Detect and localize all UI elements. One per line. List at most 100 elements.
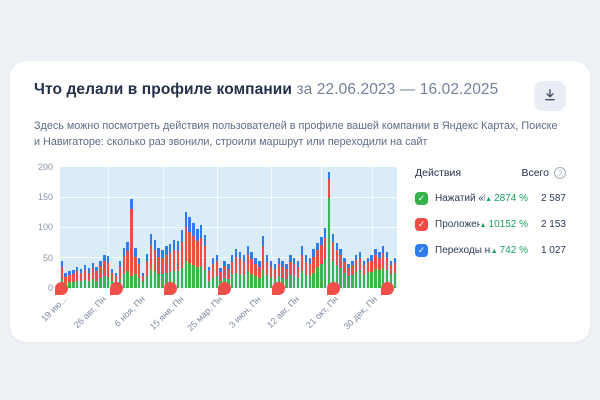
- stacked-bar[interactable]: [157, 248, 160, 289]
- stacked-bar[interactable]: [203, 235, 207, 289]
- stacked-bar[interactable]: [308, 258, 311, 289]
- stacked-bar[interactable]: [327, 172, 331, 289]
- stacked-bar[interactable]: [374, 249, 377, 289]
- stacked-bar[interactable]: [289, 255, 292, 289]
- stacked-bar[interactable]: [107, 256, 110, 289]
- stacked-bar[interactable]: [72, 270, 75, 289]
- stacked-bar[interactable]: [258, 261, 261, 289]
- bar-segment: [107, 256, 110, 263]
- stacked-bar[interactable]: [122, 248, 125, 289]
- bar-segment: [192, 223, 195, 237]
- stacked-bar[interactable]: [366, 258, 369, 289]
- event-balloon-marker[interactable]: [380, 282, 394, 296]
- stacked-bar[interactable]: [347, 264, 350, 289]
- bar-segment: [161, 274, 164, 289]
- stacked-bar[interactable]: [331, 233, 335, 289]
- stacked-bar[interactable]: [130, 199, 133, 289]
- stacked-bar[interactable]: [172, 240, 176, 289]
- stacked-bar[interactable]: [211, 258, 215, 289]
- stacked-bar[interactable]: [231, 255, 234, 289]
- stacked-bar[interactable]: [215, 254, 218, 289]
- stacked-bar[interactable]: [76, 267, 79, 289]
- stacked-bar[interactable]: [269, 261, 273, 289]
- stacked-bar[interactable]: [285, 264, 288, 289]
- stacked-bar[interactable]: [165, 246, 168, 289]
- stacked-bar[interactable]: [316, 243, 319, 289]
- stacked-bar[interactable]: [370, 255, 373, 289]
- stacked-bar[interactable]: [95, 266, 98, 289]
- stacked-bar[interactable]: [300, 246, 304, 289]
- stacked-bar[interactable]: [207, 266, 211, 289]
- event-balloon-marker[interactable]: [55, 282, 69, 296]
- stacked-bar[interactable]: [145, 253, 149, 289]
- stacked-bar[interactable]: [68, 271, 71, 289]
- stacked-bar[interactable]: [254, 258, 257, 289]
- bar-segment: [219, 267, 222, 273]
- stacked-bar[interactable]: [99, 260, 102, 289]
- stacked-bar[interactable]: [324, 227, 327, 289]
- stacked-bar[interactable]: [296, 261, 300, 289]
- bar-segment: [169, 252, 172, 273]
- stacked-bar[interactable]: [87, 268, 91, 289]
- stacked-bar[interactable]: [149, 233, 153, 289]
- stacked-bar[interactable]: [200, 225, 203, 289]
- stacked-bar[interactable]: [138, 258, 141, 289]
- stacked-bar[interactable]: [126, 242, 129, 289]
- event-balloon-marker[interactable]: [272, 282, 286, 296]
- stacked-bar[interactable]: [153, 240, 156, 289]
- stacked-bar[interactable]: [382, 246, 385, 289]
- stacked-bar[interactable]: [362, 261, 366, 289]
- stacked-bar[interactable]: [141, 272, 145, 289]
- stacked-bar[interactable]: [265, 255, 269, 289]
- stacked-bar[interactable]: [339, 249, 342, 289]
- stacked-bar[interactable]: [196, 229, 199, 289]
- stacked-bar[interactable]: [238, 252, 242, 289]
- bar-segment: [161, 257, 164, 275]
- stacked-bar[interactable]: [343, 258, 346, 289]
- event-balloon-marker[interactable]: [163, 282, 177, 296]
- event-balloon-marker[interactable]: [326, 282, 340, 296]
- bar-segment: [246, 246, 249, 255]
- help-icon[interactable]: ?: [554, 167, 566, 180]
- stacked-bar[interactable]: [351, 261, 354, 289]
- plot-area[interactable]: 0 50 100 150 200: [38, 162, 397, 296]
- stacked-bar[interactable]: [293, 258, 296, 289]
- stacked-bar[interactable]: [262, 235, 265, 289]
- bar-segment: [68, 271, 71, 276]
- stacked-bar[interactable]: [176, 241, 180, 289]
- checkbox-site-visits[interactable]: [415, 244, 428, 258]
- stacked-bar[interactable]: [250, 252, 253, 289]
- stacked-bar[interactable]: [354, 255, 358, 289]
- bar-segment: [122, 256, 125, 274]
- stacked-bar[interactable]: [277, 258, 280, 289]
- stacked-bar[interactable]: [385, 252, 389, 289]
- stacked-bar[interactable]: [180, 230, 184, 289]
- stacked-bar[interactable]: [188, 217, 191, 289]
- stacked-bar[interactable]: [234, 249, 238, 289]
- stacked-bar[interactable]: [83, 265, 87, 289]
- stacked-bar[interactable]: [378, 252, 381, 289]
- stacked-bar[interactable]: [103, 254, 106, 289]
- stacked-bar[interactable]: [134, 248, 137, 289]
- checkbox-calls[interactable]: [415, 192, 428, 206]
- stacked-bar[interactable]: [389, 261, 393, 289]
- stacked-bar[interactable]: [335, 243, 338, 289]
- stacked-bar[interactable]: [358, 252, 362, 289]
- stacked-bar[interactable]: [169, 243, 172, 289]
- checkbox-routes[interactable]: [415, 218, 428, 232]
- event-balloon-marker[interactable]: [109, 282, 123, 296]
- stacked-bar[interactable]: [242, 255, 246, 289]
- stacked-bar[interactable]: [320, 236, 323, 289]
- legend-row-routes: Проложено маршрутов ▲10152 % 2 153: [415, 218, 566, 232]
- stacked-bar[interactable]: [304, 255, 308, 289]
- download-button[interactable]: [534, 81, 566, 111]
- stacked-bar[interactable]: [79, 269, 83, 289]
- stacked-bar[interactable]: [184, 211, 187, 289]
- event-balloon-marker[interactable]: [218, 282, 232, 296]
- stacked-bar[interactable]: [393, 258, 397, 289]
- stacked-bar[interactable]: [312, 249, 315, 289]
- stacked-bar[interactable]: [91, 263, 94, 289]
- stacked-bar[interactable]: [161, 249, 164, 289]
- stacked-bar[interactable]: [246, 246, 249, 289]
- stacked-bar[interactable]: [192, 223, 195, 289]
